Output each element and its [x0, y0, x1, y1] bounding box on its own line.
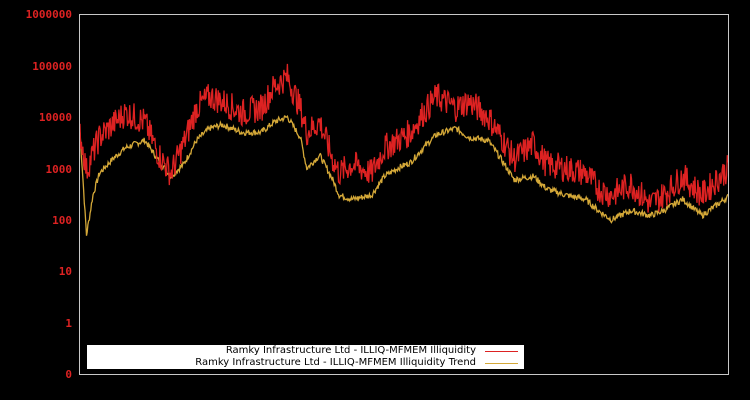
illiquidity-line: [79, 63, 729, 213]
legend-label: Ramky Infrastructure Ltd - ILLIQ-MFMEM I…: [225, 345, 476, 356]
y-tick-label: 1: [65, 317, 72, 330]
legend-item-trend: Ramky Infrastructure Ltd - ILLIQ-MFMEM I…: [195, 357, 518, 369]
y-tick-label: 100000: [32, 60, 72, 73]
y-tick-label: 0: [65, 368, 72, 381]
y-tick-label: 10000: [39, 111, 72, 124]
legend-swatch-red: [485, 350, 518, 352]
y-tick-label: 1000: [46, 163, 73, 176]
y-tick-label: 1000000: [26, 8, 72, 21]
legend-item-illiquidity: Ramky Infrastructure Ltd - ILLIQ-MFMEM I…: [226, 345, 518, 357]
legend-label: Ramky Infrastructure Ltd - ILLIQ-MFMEM I…: [195, 357, 476, 368]
plot-frame: [79, 14, 729, 375]
legend-swatch-gold: [485, 362, 518, 364]
series-layer: [79, 63, 729, 236]
trend-line: [79, 114, 729, 236]
y-tick-label: 10: [59, 265, 72, 278]
y-tick-label: 100: [52, 214, 72, 227]
legend: Ramky Infrastructure Ltd - ILLIQ-MFMEM I…: [87, 345, 524, 369]
